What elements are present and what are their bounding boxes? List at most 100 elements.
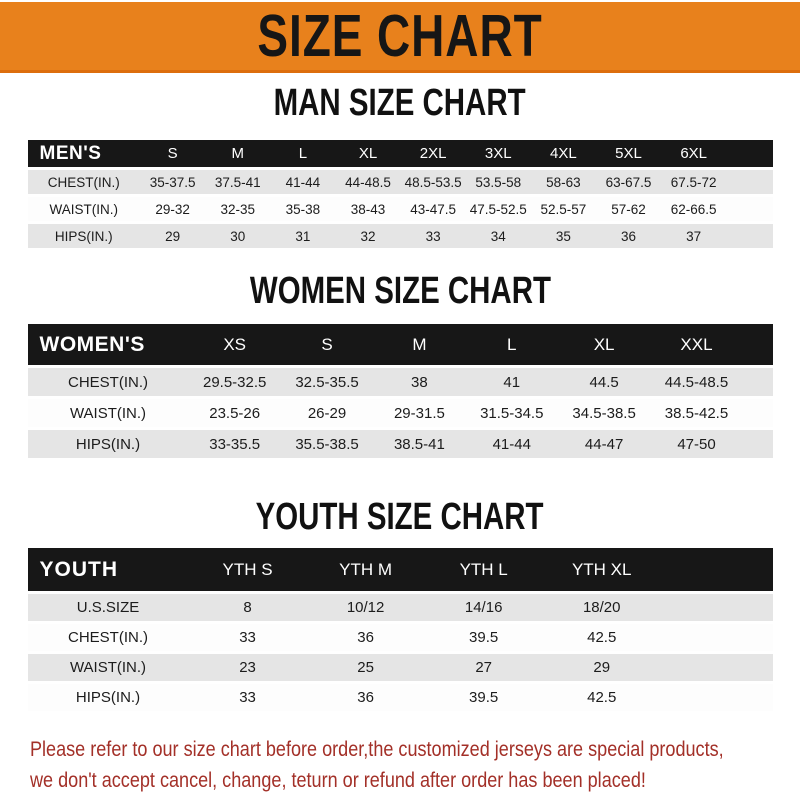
size-cell: 47.5-52.5 xyxy=(465,197,531,221)
size-cell: 41 xyxy=(465,368,558,396)
size-cell: 29 xyxy=(140,224,206,248)
filler-cell xyxy=(660,624,773,651)
section-heading-text: MAN SIZE CHART xyxy=(274,81,526,124)
filler-cell xyxy=(726,224,773,248)
filler-cell xyxy=(742,324,773,365)
size-cell: 67.5-72 xyxy=(661,170,727,194)
row-label: WAIST(IN.) xyxy=(27,654,189,681)
table-header: MEN'S S M L XL 2XL 3XL 4XL 5XL 6XL xyxy=(27,140,773,167)
table-row: U.S.SIZE 8 10/12 14/16 18/20 xyxy=(27,594,773,621)
header-row: WOMEN'S XS S M L XL XXL xyxy=(27,324,773,365)
size-cell: 35 xyxy=(530,224,596,248)
size-cell: 33 xyxy=(188,684,307,711)
filler-cell xyxy=(660,654,773,681)
size-cell: 32.5-35.5 xyxy=(280,368,374,396)
size-column-header: YTH L xyxy=(424,548,543,591)
section-men: MAN SIZE CHART MEN'S S M L XL 2XL 3XL 4XL 5XL 6XL C… xyxy=(0,81,800,251)
size-column-header: YTH S xyxy=(188,548,307,591)
footer-line-2: we don't accept cancel, change, teturn o… xyxy=(30,769,646,792)
size-cell: 8 xyxy=(188,594,307,621)
size-column-header: XL xyxy=(335,140,401,167)
section-women: WOMEN SIZE CHART WOMEN'S XS S M L XL XXL CHEST(I… xyxy=(0,269,800,461)
table-row: WAIST(IN.) 23 25 27 29 xyxy=(27,654,773,681)
size-column-header: XL xyxy=(557,324,651,365)
size-cell: 42.5 xyxy=(542,624,661,651)
size-cell: 37 xyxy=(661,224,727,248)
filler-cell xyxy=(726,170,773,194)
row-label: CHEST(IN.) xyxy=(27,624,189,651)
table-title-cell: WOMEN'S xyxy=(27,324,189,365)
row-label: HIPS(IN.) xyxy=(27,684,189,711)
table-header: YOUTH YTH S YTH M YTH L YTH XL xyxy=(27,548,773,591)
size-column-header: 4XL xyxy=(530,140,596,167)
size-column-header: XS xyxy=(188,324,281,365)
size-cell: 18/20 xyxy=(542,594,661,621)
size-chart-banner: SIZE CHART xyxy=(0,2,800,73)
table-title-cell: YOUTH xyxy=(27,548,189,591)
size-cell: 39.5 xyxy=(424,624,543,651)
size-cell: 35-38 xyxy=(270,197,336,221)
row-label: WAIST(IN.) xyxy=(27,197,141,221)
table-row: HIPS(IN.) 33 36 39.5 42.5 xyxy=(27,684,773,711)
row-label: U.S.SIZE xyxy=(27,594,189,621)
size-cell: 36 xyxy=(306,684,425,711)
table-body: U.S.SIZE 8 10/12 14/16 18/20 CHEST(IN.) 33 36 39… xyxy=(27,594,773,711)
table-body: CHEST(IN.) 35-37.5 37.5-41 41-44 44-48.5 48.5… xyxy=(27,170,773,248)
footer-line-1: Please refer to our size chart before or… xyxy=(30,738,724,761)
size-cell: 31 xyxy=(270,224,336,248)
size-cell: 44.5-48.5 xyxy=(650,368,743,396)
filler-cell xyxy=(742,430,773,458)
row-label: CHEST(IN.) xyxy=(27,368,189,396)
size-column-header: M xyxy=(205,140,271,167)
size-column-header: XXL xyxy=(650,324,743,365)
size-cell: 32-35 xyxy=(205,197,271,221)
table-row: WAIST(IN.) 29-32 32-35 35-38 38-43 43-47.5 47.… xyxy=(27,197,773,221)
size-column-header: S xyxy=(280,324,374,365)
size-cell: 23 xyxy=(188,654,307,681)
section-heading-text: YOUTH SIZE CHART xyxy=(256,495,544,538)
section-heading-text: WOMEN SIZE CHART xyxy=(249,269,551,312)
size-cell: 34.5-38.5 xyxy=(557,399,651,427)
size-cell: 57-62 xyxy=(595,197,662,221)
row-label: HIPS(IN.) xyxy=(27,224,141,248)
section-heading-women: WOMEN SIZE CHART xyxy=(0,269,800,312)
table-row: HIPS(IN.) 33-35.5 35.5-38.5 38.5-41 41-44 44-… xyxy=(27,430,773,458)
size-cell: 25 xyxy=(306,654,425,681)
size-cell: 33-35.5 xyxy=(188,430,281,458)
filler-cell xyxy=(726,197,773,221)
youth-size-table: YOUTH YTH S YTH M YTH L YTH XL U.S.SIZE 8 10/12… xyxy=(27,545,773,714)
size-column-header: 5XL xyxy=(595,140,662,167)
size-cell: 44-47 xyxy=(557,430,651,458)
size-cell: 44.5 xyxy=(557,368,651,396)
size-cell: 35-37.5 xyxy=(140,170,206,194)
size-column-header: L xyxy=(270,140,336,167)
header-row: YOUTH YTH S YTH M YTH L YTH XL xyxy=(27,548,773,591)
size-cell: 63-67.5 xyxy=(595,170,662,194)
size-cell: 37.5-41 xyxy=(205,170,271,194)
size-cell: 42.5 xyxy=(542,684,661,711)
size-cell: 53.5-58 xyxy=(465,170,531,194)
size-cell: 31.5-34.5 xyxy=(465,399,558,427)
size-cell: 36 xyxy=(306,624,425,651)
size-column-header: L xyxy=(465,324,558,365)
row-label: WAIST(IN.) xyxy=(27,399,189,427)
size-cell: 29-32 xyxy=(140,197,206,221)
size-column-header: 2XL xyxy=(400,140,466,167)
section-heading-men: MAN SIZE CHART xyxy=(0,81,800,124)
row-label: CHEST(IN.) xyxy=(27,170,141,194)
section-heading-youth: YOUTH SIZE CHART xyxy=(0,495,800,538)
women-size-table: WOMEN'S XS S M L XL XXL CHEST(IN.) 29.5-32.5 32.5… xyxy=(27,321,773,461)
size-column-header: 6XL xyxy=(661,140,727,167)
row-label: HIPS(IN.) xyxy=(27,430,189,458)
size-cell: 35.5-38.5 xyxy=(280,430,374,458)
size-cell: 29 xyxy=(542,654,661,681)
size-column-header: M xyxy=(373,324,466,365)
size-cell: 48.5-53.5 xyxy=(400,170,466,194)
table-row: WAIST(IN.) 23.5-26 26-29 29-31.5 31.5-34.5 34… xyxy=(27,399,773,427)
size-cell: 38 xyxy=(373,368,466,396)
size-cell: 41-44 xyxy=(270,170,336,194)
table-row: CHEST(IN.) 35-37.5 37.5-41 41-44 44-48.5 48.5… xyxy=(27,170,773,194)
banner-title: SIZE CHART xyxy=(257,2,543,70)
filler-cell xyxy=(742,368,773,396)
size-cell: 36 xyxy=(595,224,662,248)
